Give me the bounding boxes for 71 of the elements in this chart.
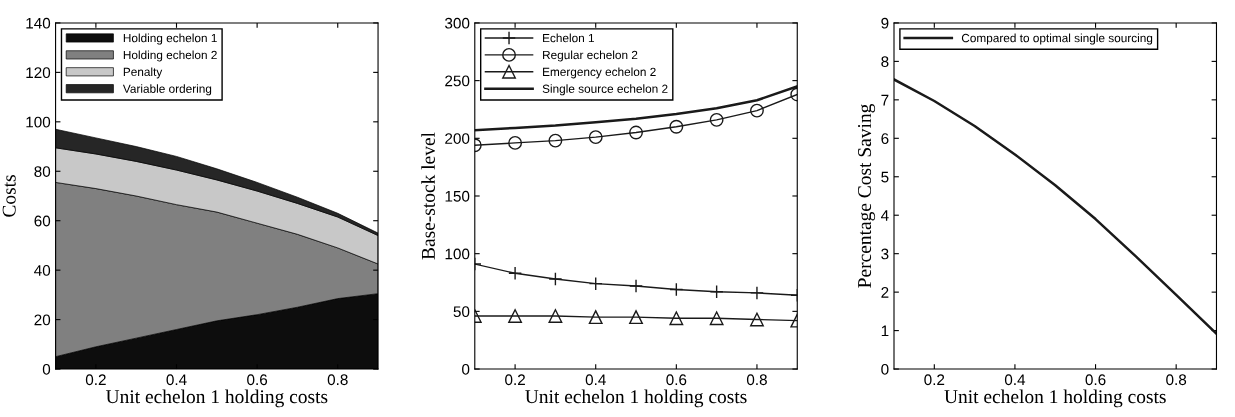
x-tick-label: 0.8 (327, 374, 348, 386)
point (508, 309, 523, 323)
y-tick-label: 9 (881, 17, 889, 29)
y-tick-label: 1 (881, 325, 889, 337)
y-tick-label: 40 (34, 265, 51, 276)
y-tick-label: 140 (26, 17, 51, 29)
y-tick-label: 2 (881, 287, 889, 298)
point (709, 112, 724, 127)
y-tick-label: 50 (453, 306, 470, 318)
legend-label: Compared to optimal single sourcing (961, 33, 1153, 45)
y-tick-label: 100 (445, 248, 470, 260)
y-tick-label: 3 (881, 248, 889, 260)
point (508, 135, 523, 150)
y-axis-title: Base-stock level (421, 132, 435, 260)
x-tick-label: 0.8 (1166, 374, 1187, 386)
y-tick-label: 6 (881, 133, 889, 144)
point (548, 272, 563, 287)
x-tick-label: 0.6 (666, 374, 687, 386)
y-tick-label: 0 (462, 363, 470, 375)
point (669, 282, 684, 297)
legend-label: Variable ordering (122, 84, 212, 96)
x-tick-label: 0.4 (1004, 374, 1026, 386)
x-tick-label: 0.2 (85, 374, 106, 386)
x-tick-label: 0.2 (505, 374, 525, 386)
y-tick-label: 100 (26, 116, 51, 128)
x-tick-label: 0.4 (166, 374, 187, 386)
legend-label: Penalty (123, 67, 163, 79)
x-axis-title: Unit echelon 1 holding costs (105, 389, 328, 408)
y-tick-label: 60 (34, 215, 51, 227)
line-series (474, 85, 798, 132)
point (588, 130, 603, 145)
y-tick-label: 5 (881, 171, 889, 183)
y-axis-title: Percentage Cost Saving (858, 104, 876, 288)
x-tick-label: 0.8 (746, 374, 767, 386)
legend-label: Holding echelon 2 (123, 50, 217, 62)
legend-label: Regular echelon 2 (543, 50, 638, 62)
legend-label: Emergency echelon 2 (543, 67, 656, 79)
legend-label: Single source echelon 2 (542, 84, 668, 96)
x-tick-label: 0.6 (247, 374, 268, 386)
y-tick-label: 8 (881, 56, 889, 68)
y-tick-label: 150 (445, 190, 470, 202)
y-tick-label: 120 (26, 67, 51, 79)
point (629, 310, 643, 325)
x-axis-title: Unit echelon 1 holding costs (944, 389, 1166, 408)
y-tick-label: 0 (881, 363, 889, 375)
point (750, 103, 764, 118)
y-tick-label: 250 (445, 75, 470, 87)
legend-label: Holding echelon 1 (123, 33, 217, 45)
point (588, 310, 603, 325)
point (709, 311, 724, 326)
point (709, 284, 724, 299)
y-tick-label: 0 (42, 363, 51, 375)
point (629, 125, 643, 140)
legend-label: Echelon 1 (543, 33, 595, 43)
point (750, 312, 764, 327)
y-tick-label: 300 (445, 17, 470, 29)
point (669, 311, 684, 326)
point (669, 119, 684, 134)
x-tick-label: 0.2 (924, 374, 945, 386)
y-axis-title: Costs (2, 175, 16, 217)
y-tick-label: 20 (34, 314, 51, 326)
point (548, 133, 563, 148)
point (548, 309, 563, 323)
y-tick-label: 80 (34, 166, 51, 177)
y-tick-label: 4 (881, 210, 889, 221)
x-axis-title: Unit echelon 1 holding costs (525, 389, 747, 408)
x-tick-label: 0.4 (585, 374, 606, 386)
line-series (894, 78, 1217, 335)
y-tick-label: 7 (881, 94, 889, 106)
x-tick-label: 0.6 (1085, 374, 1106, 386)
y-tick-label: 200 (445, 133, 470, 144)
